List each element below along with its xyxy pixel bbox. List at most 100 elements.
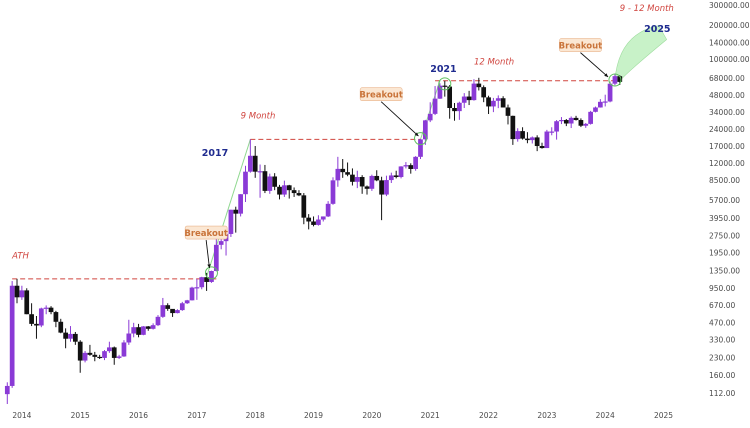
candle-body-down <box>534 137 540 147</box>
candle-body-up <box>432 98 438 114</box>
candle-body-up <box>607 83 613 102</box>
candle-body-down <box>466 96 472 101</box>
candle <box>471 79 477 101</box>
candle <box>213 236 219 272</box>
candle-body-down <box>24 290 30 315</box>
candle-body-up <box>316 219 321 225</box>
candle <box>612 74 618 86</box>
candle <box>350 168 355 186</box>
candle-body-up <box>384 180 389 195</box>
candle-body-up <box>238 194 243 214</box>
resistance-levels <box>12 80 615 280</box>
candle-body-down <box>296 193 302 196</box>
y-tick-label: 230.00 <box>709 353 735 362</box>
candle <box>14 278 20 304</box>
candle-body-up <box>155 316 161 326</box>
candle <box>500 96 506 108</box>
annotation-twelve-month: 12 Month <box>474 58 514 68</box>
candle-body-down <box>233 209 239 214</box>
candle <box>233 206 239 233</box>
x-tick-label: 2024 <box>596 411 615 420</box>
candle-body-up <box>422 120 428 140</box>
candle <box>82 350 88 363</box>
candle <box>97 354 103 359</box>
x-tick-label: 2018 <box>246 411 265 420</box>
candle-body-down <box>374 175 380 181</box>
candle-body-down <box>306 217 312 222</box>
candle-body-down <box>145 326 151 329</box>
candle-body-up <box>612 76 618 84</box>
candle <box>184 299 190 304</box>
breakout-circle <box>608 73 622 87</box>
candle-body-down <box>301 195 307 218</box>
candle-body-up <box>107 347 112 352</box>
candle <box>588 110 593 125</box>
candle-body-down <box>53 312 59 322</box>
candle-body-down <box>252 155 258 172</box>
annotation-breakout-2020: Breakout <box>359 91 403 101</box>
candle <box>573 115 579 121</box>
x-tick-label: 2021 <box>421 411 440 420</box>
candle-body-up <box>228 209 234 234</box>
y-tick-label: 470.00 <box>709 318 735 327</box>
candle <box>320 216 326 222</box>
candle <box>121 340 127 357</box>
candle <box>525 132 530 144</box>
candle <box>111 346 117 365</box>
candle-body-up <box>471 83 477 101</box>
breakout-circle <box>413 132 427 146</box>
projection-2025 <box>614 25 668 83</box>
candle <box>607 81 613 103</box>
breakout-arrow <box>380 101 419 137</box>
candle <box>568 116 574 129</box>
candle <box>131 322 137 338</box>
candle <box>510 115 516 145</box>
candle <box>388 172 394 184</box>
candle <box>422 119 428 145</box>
candle <box>286 184 292 199</box>
candle-body-down <box>272 176 278 187</box>
candle-body-down <box>111 347 117 358</box>
arrow-head <box>604 73 609 77</box>
candle <box>243 165 248 203</box>
arrow-head <box>207 264 211 269</box>
candle-body-down <box>345 172 350 175</box>
x-axis: 2014 2015 2016 2017 2018 2019 2020 2021 2022 2023… <box>12 411 673 420</box>
candle-body-down <box>364 186 370 189</box>
candle <box>9 281 15 388</box>
candle <box>418 139 423 160</box>
candle <box>238 194 243 217</box>
x-tick-label: 2014 <box>12 411 31 420</box>
candle <box>447 85 453 119</box>
candle <box>306 214 312 230</box>
candle-body-down <box>447 86 453 109</box>
candle-body-up <box>218 241 224 245</box>
candle <box>126 319 132 345</box>
candle <box>72 331 78 345</box>
candle-body-down <box>97 356 103 359</box>
candle-body-up <box>597 101 603 108</box>
candle-body-up <box>388 175 394 181</box>
candle-body-up <box>267 176 273 191</box>
candle <box>63 328 68 349</box>
y-tick-label: 300000.00 <box>709 1 750 10</box>
candle-body-up <box>427 113 433 121</box>
candle-body-down <box>500 98 506 108</box>
y-tick-label: 670.00 <box>709 301 735 310</box>
candle-body-down <box>525 138 530 141</box>
candle-body-up <box>150 325 156 329</box>
candle-body-up <box>131 327 137 334</box>
annotations: ATH Breakout 2017 9 Month Breakout 2021 12 Mon… <box>11 4 674 269</box>
candle <box>515 128 521 142</box>
candle <box>597 99 603 108</box>
candle <box>165 303 171 311</box>
candle-body-up <box>160 305 166 317</box>
candle-body-down <box>486 97 491 107</box>
candle <box>345 162 350 177</box>
candle-body-up <box>102 351 107 358</box>
annotation-breakout-2024: Breakout <box>559 42 603 52</box>
candle <box>384 175 389 197</box>
candle <box>374 170 380 182</box>
